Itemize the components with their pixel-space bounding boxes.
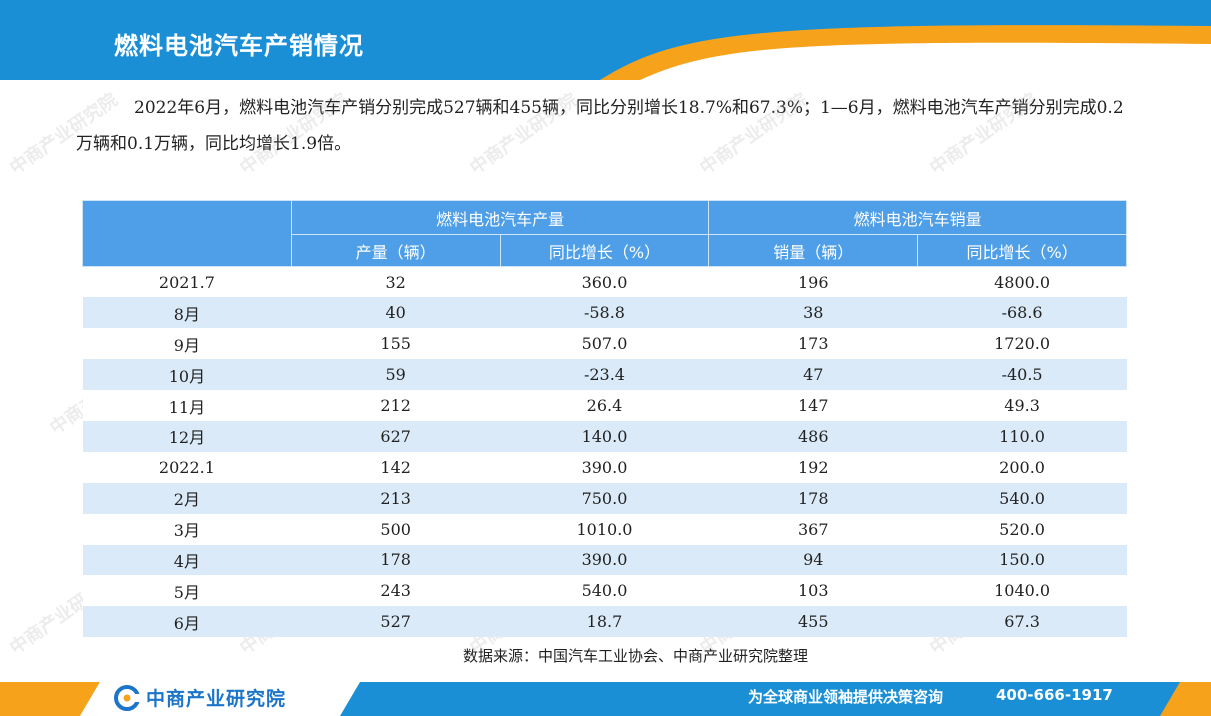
- month-cell: 10月: [82, 359, 292, 391]
- sales-yoy-cell: 150.0: [917, 544, 1127, 576]
- production-cell: 527: [291, 606, 501, 638]
- table-row: 9月 155 507.0 173 1720.0: [82, 328, 1127, 360]
- sales-yoy-cell: 110.0: [917, 420, 1127, 452]
- table-header: 燃料电池汽车产量 燃料电池汽车销量 产量（辆） 同比增长（%） 销量（辆） 同比…: [82, 200, 1127, 267]
- production-yoy-cell: 750.0: [500, 482, 709, 514]
- table-row: 2021.7 32 360.0 196 4800.0: [82, 266, 1127, 298]
- month-cell: 8月: [82, 297, 292, 329]
- sales-yoy-cell: 67.3: [917, 606, 1127, 638]
- production-cell: 155: [291, 328, 501, 360]
- production-yoy-cell: 26.4: [500, 390, 709, 421]
- sales-yoy-cell: 4800.0: [917, 266, 1127, 298]
- table-row: 10月 59 -23.4 47 -40.5: [82, 359, 1127, 391]
- month-cell: 11月: [82, 390, 292, 421]
- production-group-header: 燃料电池汽车产量: [290, 200, 710, 235]
- table-row: 6月 527 18.7 455 67.3: [82, 606, 1127, 638]
- sales-cell: 103: [708, 575, 918, 607]
- table-row: 4月 178 390.0 94 150.0: [82, 544, 1127, 576]
- production-cell: 627: [291, 420, 501, 452]
- production-yoy-cell: 360.0: [500, 266, 709, 298]
- footer-phone: 400-666-1917: [996, 686, 1113, 704]
- sales-cell: 38: [708, 297, 918, 329]
- sales-cell: 486: [708, 420, 918, 452]
- logo-text: 中商产业研究院: [146, 688, 287, 710]
- sales-cell: 178: [708, 482, 918, 514]
- production-cell: 212: [291, 390, 501, 421]
- month-cell: 5月: [82, 575, 292, 607]
- table-row: 2022.1 142 390.0 192 200.0: [82, 451, 1127, 483]
- sales-yoy-cell: 520.0: [917, 513, 1127, 545]
- month-cell: 2月: [82, 482, 292, 514]
- month-header: [82, 200, 292, 267]
- sales-cell: 455: [708, 606, 918, 638]
- production-cell: 142: [291, 451, 501, 483]
- production-yoy-cell: 140.0: [500, 420, 709, 452]
- sales-yoy-cell: 1040.0: [917, 575, 1127, 607]
- table-row: 12月 627 140.0 486 110.0: [82, 420, 1127, 452]
- production-cell: 40: [291, 297, 501, 329]
- footer-bar: [0, 682, 1211, 716]
- page-title: 燃料电池汽车产销情况: [114, 32, 364, 60]
- sales-cell: 367: [708, 513, 918, 545]
- table-row: 2月 213 750.0 178 540.0: [82, 482, 1127, 514]
- footer-slogan: 为全球商业领袖提供决策咨询: [748, 688, 944, 706]
- table-row: 8月 40 -58.8 38 -68.6: [82, 297, 1127, 329]
- production-yoy-cell: 1010.0: [500, 513, 709, 545]
- month-cell: 2022.1: [82, 451, 292, 483]
- production-yoy-cell: 390.0: [500, 544, 709, 576]
- production-cell: 178: [291, 544, 501, 576]
- production-cell: 213: [291, 482, 501, 514]
- sales-cell: 94: [708, 544, 918, 576]
- sales-cell: 192: [708, 451, 918, 483]
- production-yoy-cell: 540.0: [500, 575, 709, 607]
- table-row: 3月 500 1010.0 367 520.0: [82, 513, 1127, 545]
- summary-paragraph: 2022年6月，燃料电池汽车产销分别完成527辆和455辆，同比分别增长18.7…: [76, 98, 1124, 154]
- sales-cell: 147: [708, 390, 918, 421]
- month-cell: 6月: [82, 606, 292, 638]
- month-cell: 4月: [82, 544, 292, 576]
- sales-yoy-cell: 200.0: [917, 451, 1127, 483]
- sales-header: 销量（辆）: [708, 234, 919, 267]
- production-yoy-cell: 18.7: [500, 606, 709, 638]
- sales-group-header: 燃料电池汽车销量: [708, 200, 1127, 235]
- sales-yoy-cell: 49.3: [917, 390, 1127, 421]
- sales-yoy-cell: 540.0: [917, 482, 1127, 514]
- table-body: 2021.7 32 360.0 196 4800.0 8月 40 -58.8 38 -68.6 9月…: [82, 266, 1127, 638]
- header-background: [0, 0, 1211, 80]
- sales-cell: 47: [708, 359, 918, 391]
- production-yoy-cell: -23.4: [500, 359, 709, 391]
- table-row: 5月 243 540.0 103 1040.0: [82, 575, 1127, 607]
- sales-yoy-cell: -40.5: [917, 359, 1127, 391]
- month-cell: 12月: [82, 420, 292, 452]
- footer-background: [0, 682, 1211, 716]
- sales-yoy-header: 同比增长（%）: [917, 234, 1127, 267]
- data-source: 数据来源：中国汽车工业协会、中商产业研究院整理: [462, 647, 808, 665]
- production-cell: 500: [291, 513, 501, 545]
- month-cell: 2021.7: [82, 266, 292, 298]
- production-cell: 243: [291, 575, 501, 607]
- production-header: 产量（辆）: [290, 234, 501, 267]
- production-yoy-cell: 507.0: [500, 328, 709, 360]
- production-yoy-cell: 390.0: [500, 451, 709, 483]
- sales-cell: 173: [708, 328, 918, 360]
- table-row: 11月 212 26.4 147 49.3: [82, 390, 1127, 421]
- month-cell: 9月: [82, 328, 292, 360]
- production-yoy-cell: -58.8: [500, 297, 709, 329]
- company-logo: 中商产业研究院: [114, 684, 286, 711]
- header-banner: 燃料电池汽车产销情况: [0, 0, 1211, 80]
- production-yoy-header: 同比增长（%）: [499, 234, 710, 267]
- production-cell: 32: [291, 266, 501, 298]
- production-cell: 59: [291, 359, 501, 391]
- month-cell: 3月: [82, 513, 292, 545]
- sales-yoy-cell: 1720.0: [917, 328, 1127, 360]
- logo-icon: [114, 684, 140, 711]
- fuel-cell-table: 燃料电池汽车产量 燃料电池汽车销量 产量（辆） 同比增长（%） 销量（辆） 同比…: [82, 200, 1127, 638]
- sales-cell: 196: [708, 266, 918, 298]
- sales-yoy-cell: -68.6: [917, 297, 1127, 329]
